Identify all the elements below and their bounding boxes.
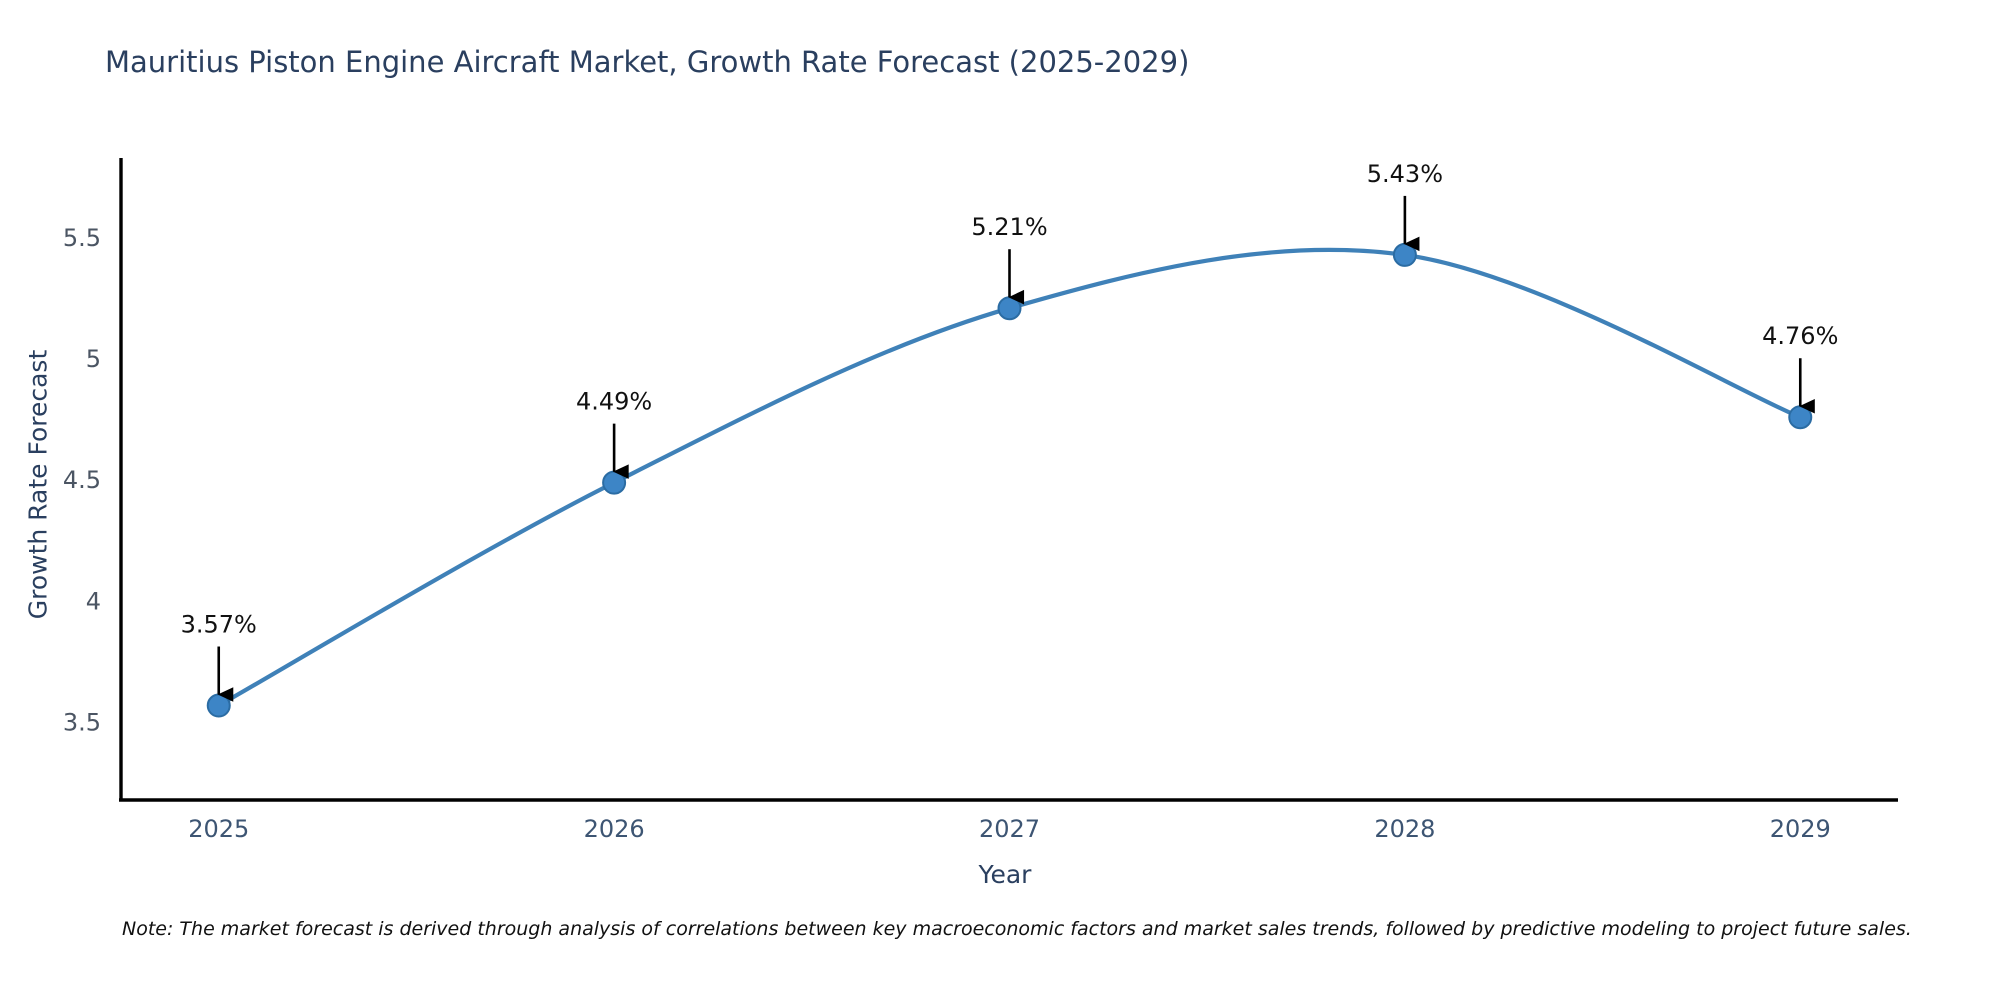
x-tick-label: 2029 [1770, 815, 1831, 843]
data-annotations: 3.57% 4.49% 5.21% 5.43% 4.76% [181, 160, 1838, 702]
x-tick-label: 2026 [584, 815, 645, 843]
y-tick-label: 5.5 [63, 224, 101, 252]
x-tick-label: 2028 [1374, 815, 1435, 843]
data-point-label: 5.43% [1367, 160, 1443, 188]
y-tick-label: 3.5 [63, 708, 101, 736]
data-point-label: 5.21% [971, 213, 1047, 241]
data-markers [206, 242, 1813, 718]
data-point-marker[interactable] [1392, 242, 1417, 267]
data-point-label: 3.57% [181, 611, 257, 639]
y-tick-label: 4 [86, 587, 101, 615]
chart-title: Mauritius Piston Engine Aircraft Market,… [105, 45, 1190, 79]
data-point-marker[interactable] [206, 693, 231, 718]
y-tick-label: 4.5 [63, 466, 101, 494]
x-tick-label: 2025 [188, 815, 249, 843]
data-point-label: 4.49% [576, 388, 652, 416]
axis-lines [119, 158, 1898, 802]
data-point-label: 4.76% [1762, 322, 1838, 350]
y-tick-label: 5 [86, 345, 101, 373]
footnote: Note: The market forecast is derived thr… [122, 918, 1912, 940]
data-point-marker[interactable] [997, 296, 1022, 321]
y-tick-labels: 3.5 4 4.5 5 5.5 [63, 224, 101, 737]
data-point-marker[interactable] [1788, 405, 1813, 430]
data-point-marker[interactable] [602, 470, 627, 495]
x-tick-label: 2027 [979, 815, 1040, 843]
x-tick-labels: 2025 2026 2027 2028 2029 [188, 815, 1831, 843]
x-axis-title: Year [978, 860, 1032, 889]
